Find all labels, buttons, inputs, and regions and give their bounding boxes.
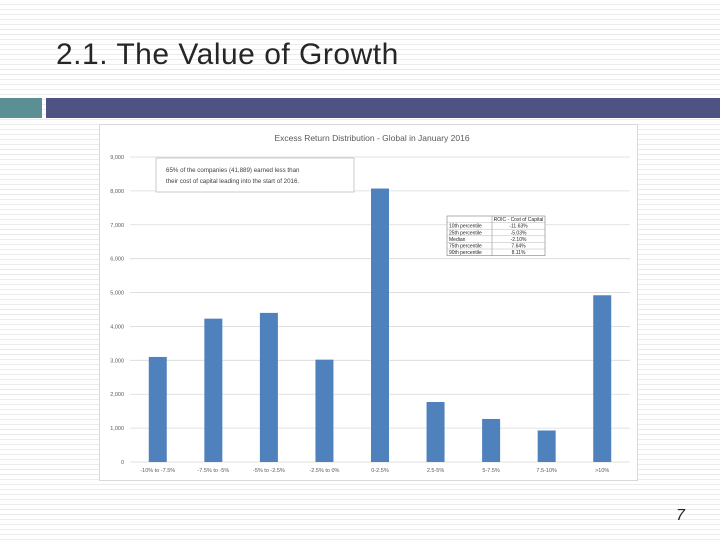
y-tick-label: 9,000 xyxy=(110,155,124,161)
bar xyxy=(371,188,389,462)
x-tick-label: -2.5% to 0% xyxy=(309,468,339,474)
chart-title: Excess Return Distribution - Global in J… xyxy=(274,133,469,143)
bar xyxy=(537,430,556,462)
page-number: 7 xyxy=(676,507,685,524)
bar xyxy=(593,295,612,462)
stats-row-label: Median xyxy=(449,237,466,243)
stats-row-value: -5.03% xyxy=(511,230,527,236)
stats-row-value: -11.63% xyxy=(509,224,528,230)
x-tick-label: -10% to -7.5% xyxy=(140,468,175,474)
bar xyxy=(204,318,223,462)
bar xyxy=(315,359,334,462)
y-tick-label: 7,000 xyxy=(110,223,124,229)
annotation-line-2: their cost of capital leading into the s… xyxy=(166,178,299,185)
x-tick-label: -7.5% to -5% xyxy=(197,468,229,474)
y-tick-label: 0 xyxy=(121,460,124,466)
stats-table-header: ROIC - Cost of Capital xyxy=(494,217,544,223)
x-tick-label: 7.5-10% xyxy=(536,468,557,474)
bar xyxy=(148,356,167,462)
excess-return-chart: 0 1,000 2,000 3,000 4,000 5,000 6,000 7,000 8,00… xyxy=(110,133,630,474)
x-tick-label: 5-7.5% xyxy=(482,468,500,474)
stats-table: ROIC - Cost of Capital 10th percentile -11… xyxy=(446,215,546,256)
y-tick-label: 8,000 xyxy=(110,189,124,195)
stats-row-label: 75th percentile xyxy=(449,244,482,250)
x-tick-label: -5% to -2.5% xyxy=(253,468,285,474)
y-tick-label: 5,000 xyxy=(110,291,124,297)
y-tick-label: 6,000 xyxy=(110,257,124,263)
x-tick-label: 2.5-5% xyxy=(427,468,445,474)
x-tick-label: 0-2.5% xyxy=(371,468,389,474)
stats-row-value: -2.10% xyxy=(511,237,527,243)
bar xyxy=(259,312,278,462)
x-tick-label: >10% xyxy=(595,468,609,474)
accent-bar-purple xyxy=(46,98,720,118)
y-tick-label: 4,000 xyxy=(110,324,124,330)
annotation-box: 65% of the companies (41,889) earned les… xyxy=(155,157,355,193)
bar xyxy=(426,402,445,462)
slide-title: 2.1. The Value of Growth xyxy=(56,38,399,71)
annotation-line-1: 65% of the companies (41,889) earned les… xyxy=(166,167,300,174)
y-tick-label: 3,000 xyxy=(110,358,124,364)
stats-row-label: 90th percentile xyxy=(449,250,482,256)
stats-row-label: 25th percentile xyxy=(449,230,482,236)
stats-row-value: 7.64% xyxy=(511,244,526,250)
stats-row-value: 8.11% xyxy=(512,250,526,256)
stats-row-label: 10th percentile xyxy=(449,224,482,230)
accent-bar-teal xyxy=(0,98,42,118)
chart-container: 0 1,000 2,000 3,000 4,000 5,000 6,000 7,000 8,00… xyxy=(99,124,638,481)
bar xyxy=(482,418,501,462)
y-tick-label: 2,000 xyxy=(110,392,124,398)
y-tick-label: 1,000 xyxy=(110,426,124,432)
